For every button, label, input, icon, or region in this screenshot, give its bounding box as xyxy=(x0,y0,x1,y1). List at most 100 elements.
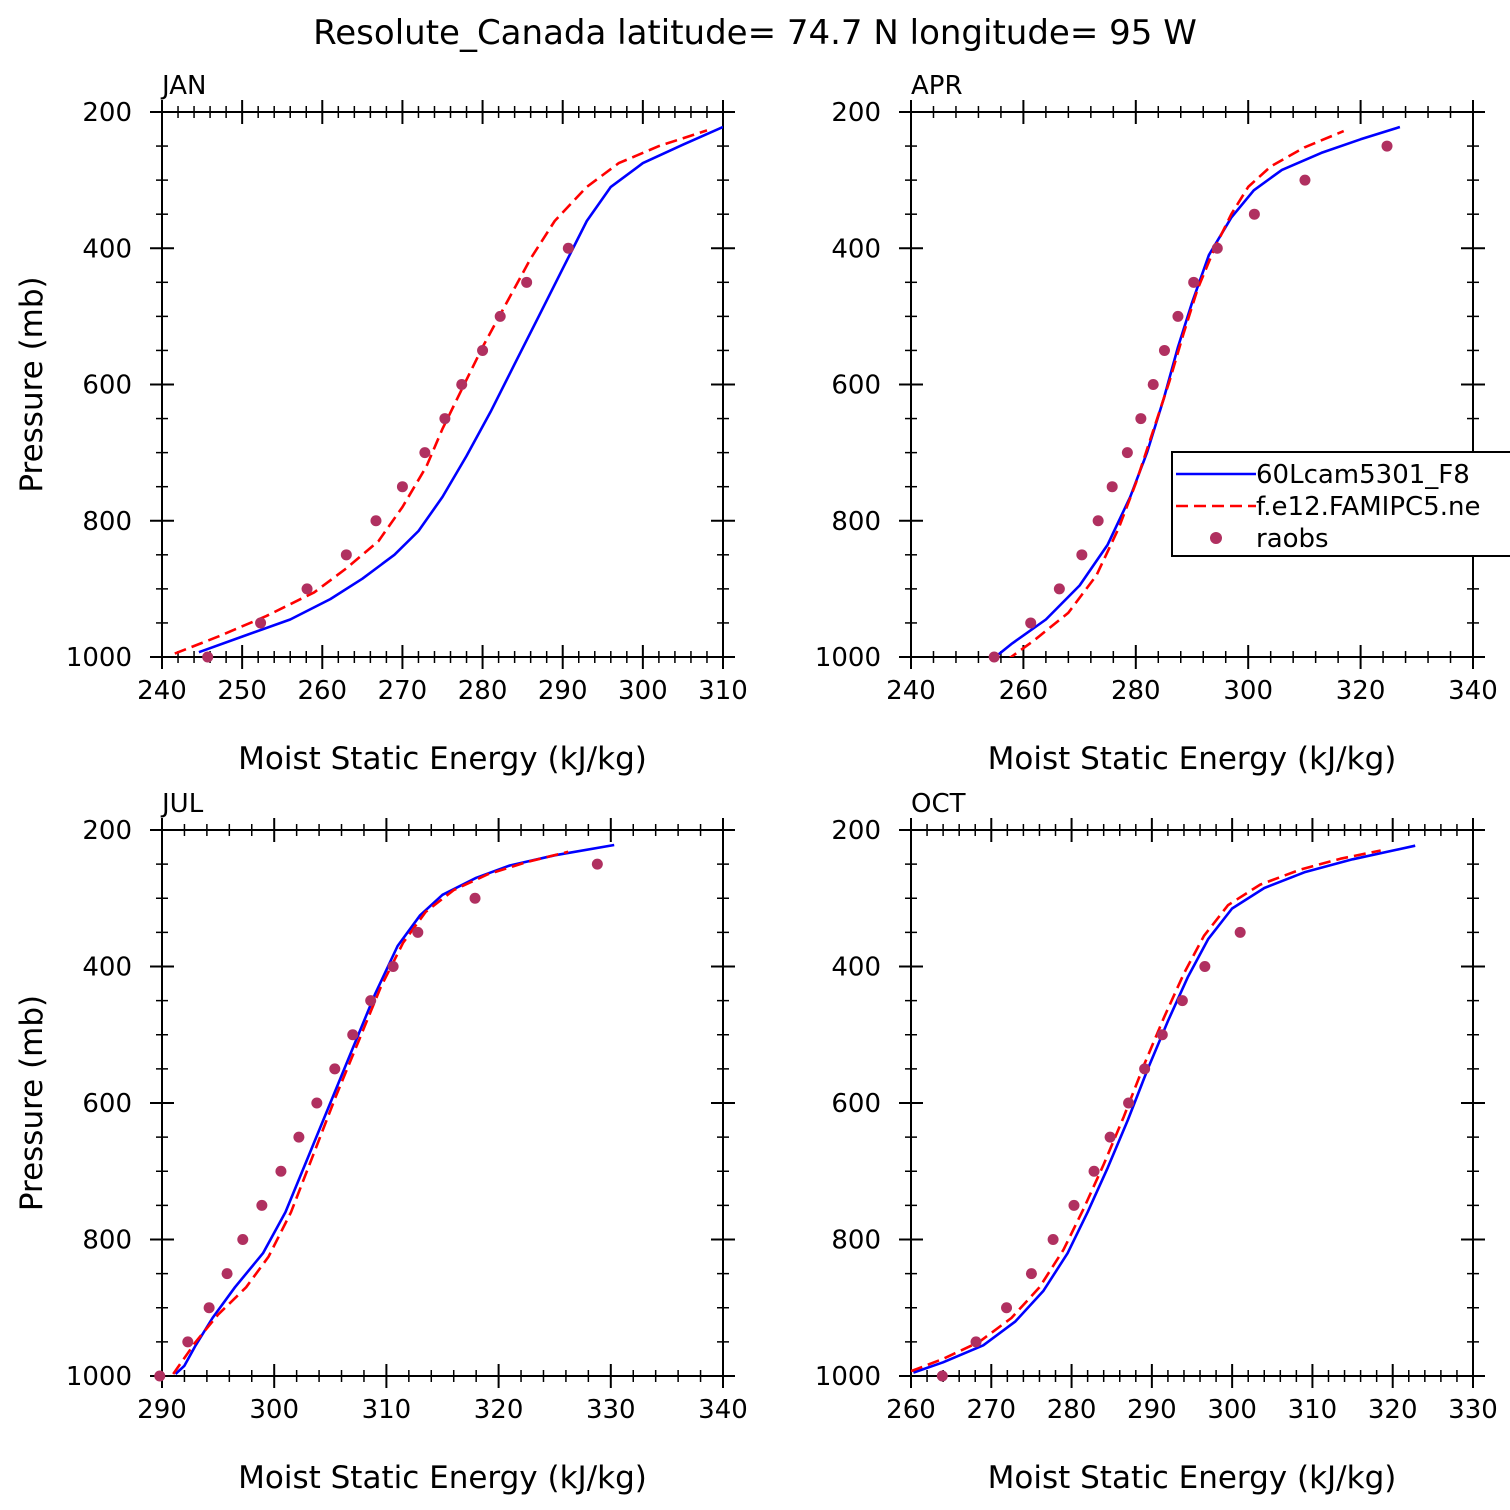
raobs-point xyxy=(256,1199,268,1211)
raobs-point xyxy=(396,481,408,493)
x-tick-label: 330 xyxy=(1448,1395,1498,1425)
raobs-point xyxy=(329,1063,341,1075)
series-line-fe12 xyxy=(1008,129,1345,657)
x-tick-label: 240 xyxy=(137,676,187,706)
x-axis-label: Moist Static Energy (kJ/kg) xyxy=(238,741,647,777)
raobs-point xyxy=(365,995,377,1007)
x-axis-label: Moist Static Energy (kJ/kg) xyxy=(238,1460,647,1496)
plot-frame xyxy=(161,111,724,658)
plot-frame xyxy=(161,829,724,1377)
data-area xyxy=(172,843,615,1375)
raobs-point xyxy=(591,858,603,870)
panel-label: JAN xyxy=(160,71,206,101)
raobs-point xyxy=(1068,1199,1080,1211)
raobs-point xyxy=(1176,995,1188,1007)
x-tick-label: 270 xyxy=(378,676,428,706)
raobs-point xyxy=(1121,447,1133,459)
y-tick-label: 600 xyxy=(831,1089,881,1119)
x-tick-label: 280 xyxy=(458,676,508,706)
x-tick-label: 290 xyxy=(538,676,588,706)
y-tick-label: 600 xyxy=(831,371,881,401)
raobs-point xyxy=(182,1336,194,1348)
raobs-point xyxy=(1172,310,1184,322)
raobs-points xyxy=(202,242,574,663)
raobs-points xyxy=(154,858,603,1382)
raobs-point xyxy=(1047,1234,1059,1245)
raobs-point xyxy=(936,1370,948,1382)
x-tick-label: 340 xyxy=(698,1395,748,1425)
raobs-point xyxy=(237,1234,249,1245)
legend-box xyxy=(1171,451,1510,557)
raobs-point xyxy=(370,515,382,527)
data-area xyxy=(174,125,723,655)
x-tick-label: 320 xyxy=(1368,1395,1418,1425)
panel-apr: APR 240 260 280 300 320 340 200 400 600 800 1000 Moi… xyxy=(815,71,1498,777)
x-tick-label: 310 xyxy=(698,676,748,706)
raobs-point xyxy=(419,447,431,459)
x-tick-label: 240 xyxy=(886,676,936,706)
y-tick-label: 1000 xyxy=(66,1362,132,1392)
raobs-point xyxy=(1139,1063,1151,1075)
plot-frame xyxy=(910,111,1474,658)
y-tick-label: 200 xyxy=(831,98,881,128)
series-line-fe12 xyxy=(174,129,708,655)
panel-jul: JUL 290 300 310 320 330 340 200 400 600 800 1000 Moi… xyxy=(14,789,748,1496)
raobs-point xyxy=(456,379,468,390)
x-axis-label: Moist Static Energy (kJ/kg) xyxy=(988,741,1397,777)
raobs-point xyxy=(311,1097,323,1109)
x-tick-label: 270 xyxy=(966,1395,1016,1425)
raobs-point xyxy=(1123,1097,1135,1109)
data-area xyxy=(994,125,1401,657)
y-tick-label: 800 xyxy=(831,507,881,537)
y-tick-label: 200 xyxy=(82,98,132,128)
panel-label: APR xyxy=(911,71,963,101)
raobs-point xyxy=(1199,961,1211,972)
raobs-point xyxy=(1088,1165,1100,1177)
raobs-point xyxy=(1076,549,1088,561)
x-tick-label: 310 xyxy=(1288,1395,1338,1425)
raobs-point xyxy=(255,617,267,629)
legend-label: f.e12.FAMIPC5.ne xyxy=(1256,492,1480,522)
x-tick-label: 300 xyxy=(1223,676,1273,706)
panel-label: JUL xyxy=(160,789,204,819)
x-tick-label: 340 xyxy=(1448,676,1498,706)
legend-swatch-raobs xyxy=(1210,532,1222,544)
raobs-point xyxy=(1025,617,1037,629)
y-tick-label: 400 xyxy=(831,234,881,264)
raobs-point xyxy=(1106,481,1118,493)
series-line-fe12 xyxy=(172,850,569,1375)
series-line-cam5301 xyxy=(174,843,615,1375)
raobs-point xyxy=(340,549,352,561)
y-tick-label: 400 xyxy=(82,234,132,264)
y-tick-label: 400 xyxy=(831,953,881,983)
y-tick-label: 400 xyxy=(82,953,132,983)
x-tick-label: 300 xyxy=(249,1395,299,1425)
panel-label: OCT xyxy=(911,789,966,819)
raobs-point xyxy=(202,651,214,663)
raobs-point xyxy=(988,651,1000,663)
raobs-point xyxy=(301,583,313,595)
raobs-point xyxy=(1188,276,1200,288)
x-tick-label: 280 xyxy=(1047,1395,1097,1425)
y-tick-label: 1000 xyxy=(815,1362,881,1392)
panel-oct: OCT 260 270 280 290 300 310 320 330 200 400 600 800 1… xyxy=(815,789,1498,1496)
x-tick-label: 250 xyxy=(217,676,267,706)
raobs-point xyxy=(562,242,574,254)
raobs-point xyxy=(1381,140,1393,152)
data-area xyxy=(911,844,1416,1374)
y-tick-label: 200 xyxy=(831,816,881,846)
raobs-point xyxy=(1158,344,1170,356)
raobs-point xyxy=(494,310,506,322)
y-tick-label: 1000 xyxy=(66,643,132,673)
series-line-cam5301 xyxy=(994,125,1401,657)
raobs-point xyxy=(1299,174,1311,186)
y-tick-label: 800 xyxy=(831,1226,881,1256)
series-line-cam5301 xyxy=(198,125,723,654)
series-line-fe12 xyxy=(911,849,1381,1373)
raobs-point xyxy=(387,961,399,972)
raobs-point xyxy=(221,1268,233,1280)
raobs-point xyxy=(412,926,424,938)
y-axis-label: Pressure (mb) xyxy=(14,995,50,1211)
raobs-point xyxy=(1135,413,1147,425)
